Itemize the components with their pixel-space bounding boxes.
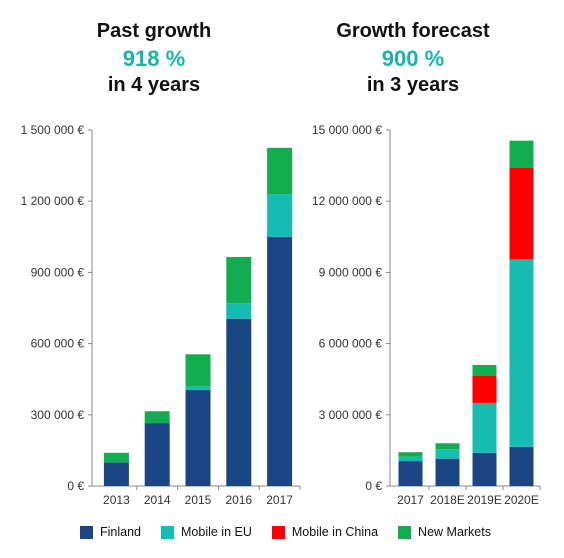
bar-finland-2016 <box>226 318 252 486</box>
x-tick-label: 2017 <box>397 493 424 507</box>
y-tick-label: 15 000 000 € <box>312 123 382 137</box>
bar-finland-2020e <box>509 446 534 486</box>
legend-label: Mobile in EU <box>181 525 252 539</box>
header-title: Growth forecast <box>336 20 490 42</box>
legend-item-new-markets: New Markets <box>398 525 491 539</box>
x-tick-label: 2018E <box>430 493 465 507</box>
bar-mobile-in-eu-2017 <box>398 456 423 462</box>
header-percent: 918 % <box>122 46 186 71</box>
legend: Finland Mobile in EU Mobile in China New Ma… <box>80 525 500 539</box>
bar-finland-2014 <box>144 423 170 486</box>
bar-mobile-in-eu-2015 <box>185 386 211 390</box>
y-tick-label: 6 000 000 € <box>319 337 383 351</box>
bar-new-markets-2015 <box>185 354 211 387</box>
bar-new-markets-2017 <box>267 147 293 195</box>
bar-mobile-in-eu-2020e <box>509 259 534 447</box>
bar-finland-2017 <box>398 461 423 486</box>
legend-swatch <box>271 525 285 539</box>
legend-swatch <box>398 525 412 539</box>
charts-svg: 0 € 300 000 € 600 000 € 900 000 € 1 200 000 … <box>21 123 541 507</box>
legend-label: New Markets <box>418 525 491 539</box>
bar-new-markets-2017 <box>398 452 423 457</box>
x-tick-label: 2019E <box>467 493 502 507</box>
legend-item-mobile-in-china: Mobile in China <box>271 525 379 539</box>
header-subtitle: in 3 years <box>366 74 460 96</box>
bar-finland-2018e <box>435 458 460 486</box>
past-growth-header: Past growth 918 % in 4 years <box>54 18 254 99</box>
bar-mobile-in-eu-2019e <box>472 402 497 453</box>
bar-finland-2013 <box>103 462 129 486</box>
header-title: Past growth <box>96 20 212 42</box>
y-tick-label: 300 000 € <box>31 408 85 422</box>
x-tick-label: 2013 <box>103 493 130 507</box>
bar-mobile-in-china-2019e <box>472 375 497 403</box>
bar-finland-2015 <box>185 389 211 486</box>
bar-new-markets-2013 <box>103 452 129 463</box>
y-tick-label: 0 € <box>67 479 84 493</box>
y-tick-label: 900 000 € <box>31 265 85 279</box>
x-tick-label: 2015 <box>185 493 212 507</box>
bar-new-markets-2016 <box>226 256 252 304</box>
bar-finland-2017 <box>267 236 293 486</box>
bar-mobile-in-china-2020e <box>509 167 534 260</box>
y-tick-label: 1 500 000 € <box>21 123 85 137</box>
header-subtitle: in 4 years <box>107 74 201 96</box>
growth-forecast-header: Growth forecast 900 % in 3 years <box>312 18 514 99</box>
forecast-chart: 0 € 3 000 000 € 6 000 000 € 9 000 000 € 12 0… <box>312 123 541 507</box>
x-tick-label: 2017 <box>266 493 293 507</box>
bar-new-markets-2020e <box>509 140 534 168</box>
legend-item-mobile-in-eu: Mobile in EU <box>161 525 252 539</box>
x-tick-label: 2016 <box>225 493 252 507</box>
y-tick-label: 9 000 000 € <box>319 265 383 279</box>
bar-finland-2019e <box>472 452 497 486</box>
legend-label: Mobile in China <box>291 525 379 539</box>
bar-new-markets-2018e <box>435 443 460 450</box>
legend-swatch <box>161 525 174 539</box>
bar-mobile-in-eu-2017 <box>267 194 293 237</box>
y-tick-label: 600 000 € <box>31 337 85 351</box>
bar-new-markets-2019e <box>472 364 497 376</box>
header-percent: 900 % <box>381 46 445 71</box>
x-tick-label: 2020E <box>504 493 539 507</box>
y-tick-label: 3 000 000 € <box>319 408 383 422</box>
x-tick-label: 2014 <box>144 493 171 507</box>
legend-swatch <box>80 525 93 539</box>
legend-label: Finland <box>100 525 141 539</box>
y-tick-label: 1 200 000 € <box>21 194 85 208</box>
bar-mobile-in-eu-2018e <box>435 449 460 459</box>
y-tick-label: 0 € <box>365 479 382 493</box>
bar-mobile-in-eu-2016 <box>226 303 252 319</box>
bar-new-markets-2014 <box>144 411 170 424</box>
legend-item-finland: Finland <box>80 525 141 539</box>
y-tick-label: 12 000 000 € <box>312 194 382 208</box>
past-chart: 0 € 300 000 € 600 000 € 900 000 € 1 200 000 … <box>21 123 301 507</box>
